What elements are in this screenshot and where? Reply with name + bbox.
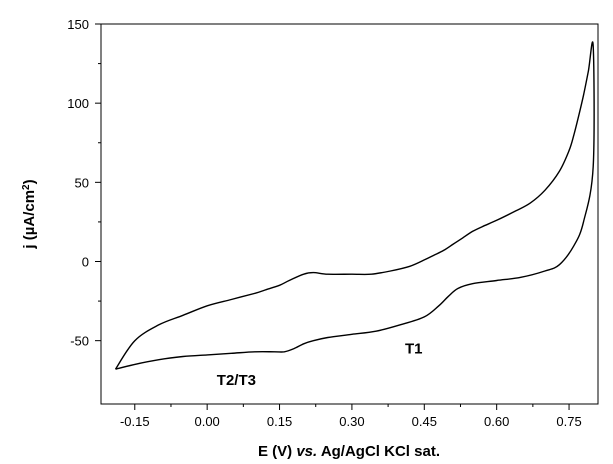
x-tick-label: -0.15 — [120, 414, 150, 429]
peak-annotations: T1 T2/T3 — [217, 340, 423, 389]
x-tick-label: 0.30 — [339, 414, 364, 429]
x-tick-label: 0.15 — [267, 414, 292, 429]
y-tick-label: 50 — [75, 175, 89, 190]
y-axis-ticks: -50 0 50 100 150 — [67, 17, 101, 349]
x-axis-title: E (V) vs. Ag/AgCl KCl sat. — [258, 443, 440, 460]
plot-frame — [100, 23, 599, 405]
x-tick-label: 0.00 — [194, 414, 219, 429]
y-tick-label: 0 — [82, 255, 89, 270]
y-axis-title: j (µA/cm2) — [21, 179, 39, 249]
x-tick-label: 0.60 — [484, 414, 509, 429]
cv-curve-line — [114, 41, 595, 370]
y-tick-label: -50 — [70, 334, 89, 349]
y-tick-label: 150 — [67, 17, 89, 32]
peak-annotation-label: T1 — [405, 340, 423, 357]
x-axis-ticks: -0.15 0.00 0.15 0.30 0.45 0.60 0.75 — [120, 404, 582, 429]
x-tick-label: 0.45 — [412, 414, 437, 429]
y-tick-label: 100 — [67, 96, 89, 111]
x-tick-label: 0.75 — [556, 414, 581, 429]
peak-annotation-label: T2/T3 — [217, 372, 256, 389]
